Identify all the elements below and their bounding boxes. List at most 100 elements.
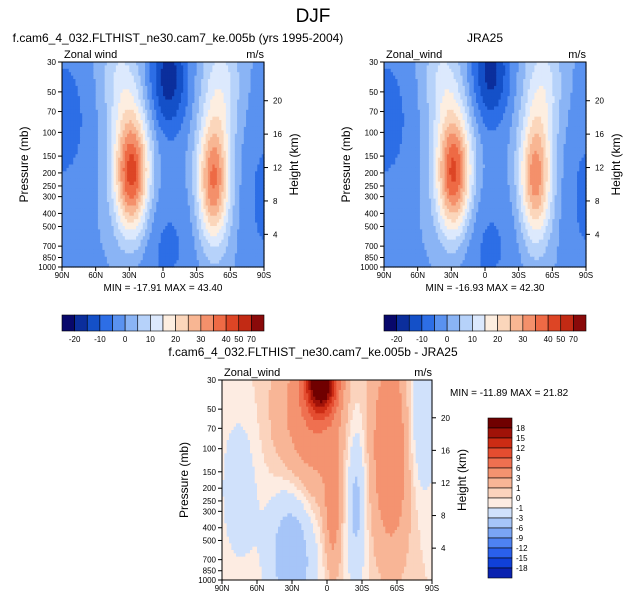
field-cell (154, 62, 157, 67)
field-cell (127, 75, 130, 80)
field-cell (205, 79, 209, 84)
field-cell (77, 92, 81, 97)
field-cell (185, 65, 189, 70)
field-cell (255, 85, 258, 90)
field-cell (239, 65, 243, 70)
field-cell (255, 65, 258, 70)
field-cell (62, 92, 65, 97)
field-cell (183, 68, 187, 73)
field-cell (136, 75, 139, 80)
field-cell (151, 85, 155, 90)
field-cell (239, 79, 243, 84)
field-cell (140, 89, 144, 94)
field-cell (243, 75, 247, 80)
field-cell (169, 89, 173, 94)
field-cell (194, 89, 198, 94)
field-cell (239, 89, 243, 94)
field-cell (138, 79, 142, 84)
field-cell (120, 62, 124, 67)
field-cell (210, 65, 213, 70)
field-cell (187, 65, 191, 70)
field-cell (198, 68, 202, 73)
field-cell (138, 62, 142, 67)
field-cell (131, 82, 135, 87)
field-cell (261, 65, 265, 70)
field-cell (100, 82, 103, 87)
field-cell (243, 79, 247, 84)
field-cell (136, 82, 139, 87)
field-cell (248, 68, 252, 73)
field-cell (167, 72, 171, 77)
field-cell (237, 92, 240, 97)
field-cell (167, 62, 171, 67)
field-cell (214, 72, 218, 77)
field-cell (214, 62, 218, 67)
field-cell (156, 72, 160, 77)
field-cell (115, 72, 119, 77)
field-cell (180, 75, 184, 80)
field-cell (131, 92, 135, 97)
field-cell (232, 75, 236, 80)
field-cell (104, 65, 108, 70)
field-cell (163, 65, 166, 70)
field-cell (158, 72, 162, 77)
field-cell (216, 72, 220, 77)
field-cell (109, 79, 112, 84)
field-cell (104, 75, 108, 80)
field-cell (212, 75, 216, 80)
field-cell (176, 68, 180, 73)
field-cell (232, 65, 236, 70)
field-cell (246, 62, 249, 67)
field-cell (196, 62, 200, 67)
field-cell (223, 72, 227, 77)
field-cell (122, 79, 126, 84)
field-cell (257, 85, 261, 90)
field-cell (91, 85, 95, 90)
field-cell (257, 82, 261, 87)
field-cell (129, 89, 133, 94)
field-cell (113, 75, 117, 80)
field-cell (250, 79, 254, 84)
field-cell (160, 89, 164, 94)
field-cell (203, 92, 207, 97)
field-cell (241, 68, 245, 73)
field-cell (151, 75, 155, 80)
field-cell (73, 68, 77, 73)
field-cell (255, 75, 258, 80)
field-cell (243, 65, 247, 70)
field-cell (246, 68, 249, 73)
field-cell (122, 62, 126, 67)
field-cell (239, 85, 243, 90)
field-cell (95, 68, 99, 73)
field-cell (210, 82, 213, 87)
field-cell (248, 75, 252, 80)
field-cell (239, 68, 243, 73)
field-cell (239, 62, 243, 67)
field-cell (122, 89, 126, 94)
field-cell (207, 89, 211, 94)
field-cell (171, 82, 175, 87)
field-cell (95, 72, 99, 77)
field-cell (158, 92, 162, 97)
field-cell (165, 65, 169, 70)
field-cell (111, 72, 115, 77)
field-cell (163, 82, 166, 87)
field-cell (189, 82, 193, 87)
field-cell (189, 92, 193, 97)
field-cell (201, 75, 204, 80)
field-cell (252, 65, 256, 70)
field-cell (147, 79, 151, 84)
field-cell (156, 75, 160, 80)
field-cell (243, 82, 247, 87)
field-cell (70, 85, 74, 90)
field-cell (124, 72, 128, 77)
field-cell (140, 92, 144, 97)
field-cell (192, 85, 196, 90)
field-cell (255, 79, 258, 84)
field-cell (180, 89, 184, 94)
field-cell (84, 89, 88, 94)
field-cell (171, 85, 175, 90)
field-cell (158, 85, 162, 90)
field-cell (192, 75, 196, 80)
field-cell (142, 62, 146, 67)
